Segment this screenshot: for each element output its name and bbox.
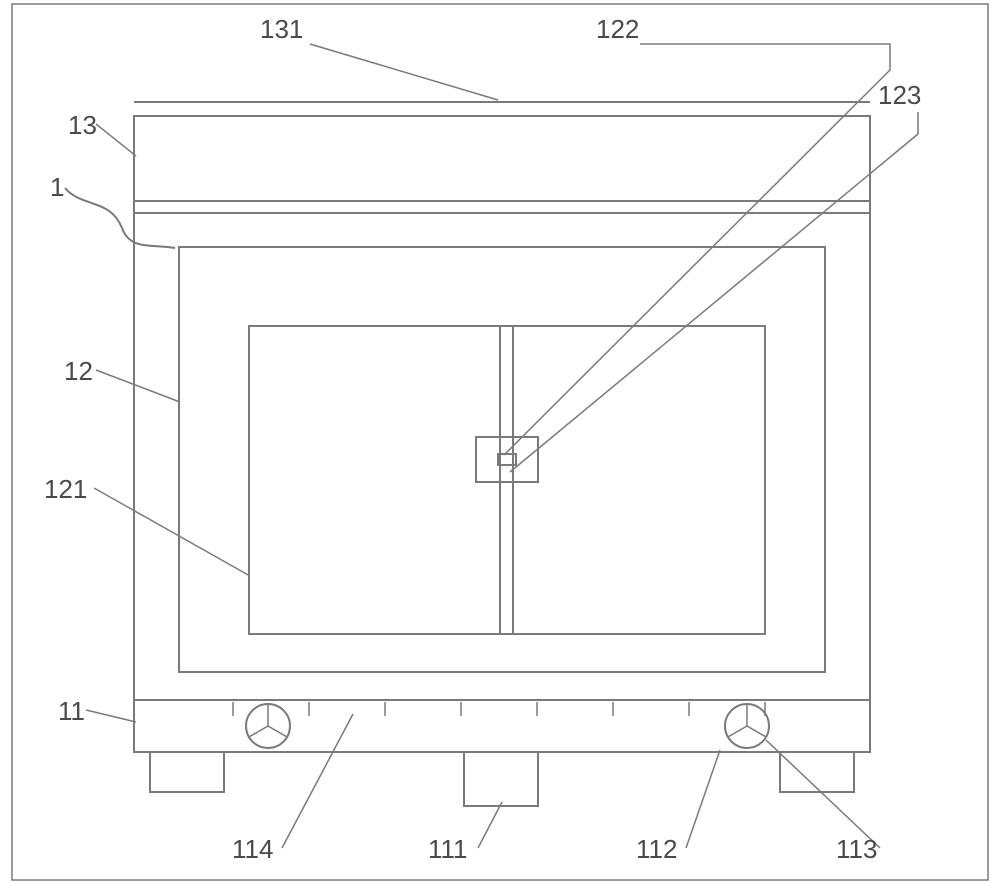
callout-label-123: 123: [878, 80, 921, 110]
callout-label-11: 11: [58, 696, 85, 726]
callout-label-114: 114: [232, 834, 273, 864]
diagram-svg: 1111213111112113114121122123131: [0, 0, 1000, 884]
callout-label-12: 12: [64, 356, 93, 386]
callout-label-121: 121: [44, 474, 87, 504]
callout-label-131: 131: [260, 14, 303, 44]
callout-label-13: 13: [68, 110, 97, 140]
callout-label-122: 122: [596, 14, 639, 44]
callout-label-112: 112: [636, 834, 677, 864]
callout-label-1: 1: [50, 172, 64, 202]
callout-label-113: 113: [836, 834, 877, 864]
callout-label-111: 111: [428, 834, 468, 864]
